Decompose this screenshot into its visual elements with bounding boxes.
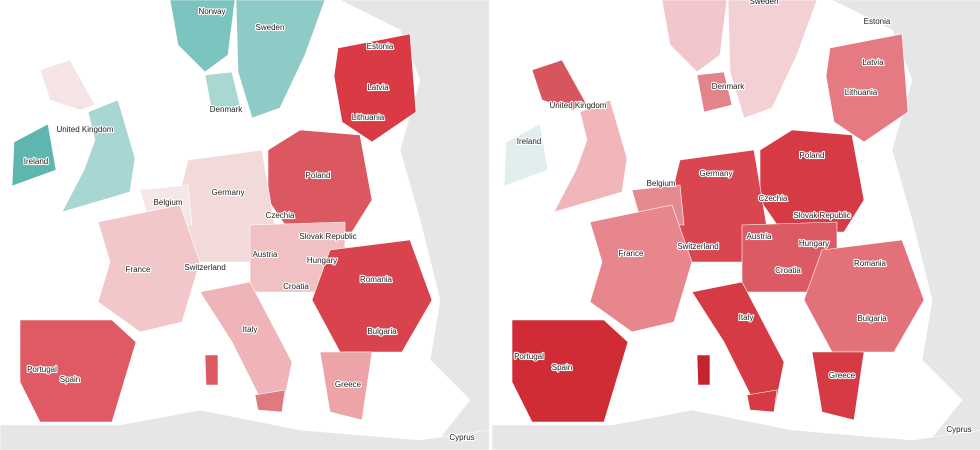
- country-label: Latvia: [862, 58, 884, 67]
- region: [531, 59, 588, 111]
- region: [589, 204, 693, 333]
- region: [811, 351, 865, 421]
- country-label: Switzerland: [677, 242, 718, 251]
- country-label: Estonia: [864, 17, 891, 26]
- country-label: Ireland: [24, 157, 48, 166]
- country-label: Cyprus: [946, 425, 971, 434]
- country-label: Switzerland: [184, 263, 225, 272]
- country-label: Denmark: [210, 105, 243, 114]
- region: [661, 0, 728, 73]
- region: [696, 354, 711, 386]
- region: [803, 239, 925, 353]
- country-label: Germany: [700, 169, 733, 178]
- country-label: Bulgaria: [857, 314, 887, 323]
- region: [204, 71, 241, 113]
- country-label: Hungary: [307, 256, 337, 265]
- region: [61, 99, 136, 213]
- left-map: Norway Sweden Estonia Latvia Lithuania Denmar…: [0, 0, 491, 450]
- country-label: Greece: [335, 380, 362, 389]
- country-label: Croatia: [283, 282, 309, 291]
- region: [319, 351, 373, 421]
- country-label: Romania: [854, 259, 887, 268]
- region: [746, 389, 778, 413]
- region: [311, 239, 433, 353]
- country-label: Portugal: [27, 365, 57, 374]
- country-label: Lithuania: [845, 88, 878, 97]
- country-label: Slovak Republic: [299, 232, 356, 241]
- country-label: Belgium: [647, 179, 676, 188]
- region: [553, 99, 628, 213]
- region: [169, 0, 236, 73]
- country-label: Spain: [552, 363, 572, 372]
- country-label: Czechia: [266, 211, 295, 220]
- country-label: Poland: [306, 171, 331, 180]
- country-label: Germany: [212, 188, 245, 197]
- country-label: Bulgaria: [367, 327, 397, 336]
- country-label: Denmark: [712, 82, 745, 91]
- region: [39, 59, 96, 111]
- country-label: Austria: [253, 250, 278, 259]
- region: [759, 129, 865, 233]
- country-label: Norway: [198, 7, 225, 16]
- region: [19, 319, 137, 423]
- region: [254, 389, 286, 413]
- country-label: Poland: [800, 151, 825, 160]
- region: [825, 33, 909, 143]
- right-map: Sweden Estonia Latvia Lithuania Denmark Unite…: [491, 0, 980, 450]
- country-label: United Kingdom: [57, 125, 114, 134]
- country-label: France: [619, 249, 644, 258]
- country-label: Portugal: [514, 352, 544, 361]
- country-label: Croatia: [775, 266, 801, 275]
- country-label: Romania: [360, 275, 393, 284]
- region: [333, 33, 417, 143]
- country-label: Czechia: [759, 194, 788, 203]
- country-label: Sweden: [750, 0, 779, 6]
- country-label: Latvia: [367, 83, 389, 92]
- country-label: Austria: [747, 232, 772, 241]
- country-label: Greece: [829, 371, 856, 380]
- country-label: United Kingdom: [550, 101, 607, 110]
- region: [11, 123, 57, 187]
- country-label: Ireland: [517, 137, 541, 146]
- region: [696, 71, 733, 113]
- country-label: Belgium: [154, 198, 183, 207]
- region: [503, 123, 549, 187]
- region: [267, 129, 373, 233]
- region: [511, 319, 629, 423]
- country-label: Italy: [739, 313, 754, 322]
- region: [235, 0, 326, 119]
- region: [491, 409, 980, 450]
- country-label: Cyprus: [449, 433, 474, 442]
- country-label: Slovak Republic: [793, 211, 850, 220]
- region: [97, 204, 201, 333]
- country-label: Estonia: [367, 42, 394, 51]
- country-label: Hungary: [799, 239, 829, 248]
- country-label: Spain: [60, 375, 80, 384]
- country-label: Sweden: [256, 23, 285, 32]
- country-label: Italy: [243, 325, 258, 334]
- country-label: Lithuania: [352, 113, 385, 122]
- region: [204, 354, 219, 386]
- country-label: France: [126, 265, 151, 274]
- region: [831, 0, 980, 450]
- divider: [489, 0, 492, 450]
- region: [727, 0, 818, 119]
